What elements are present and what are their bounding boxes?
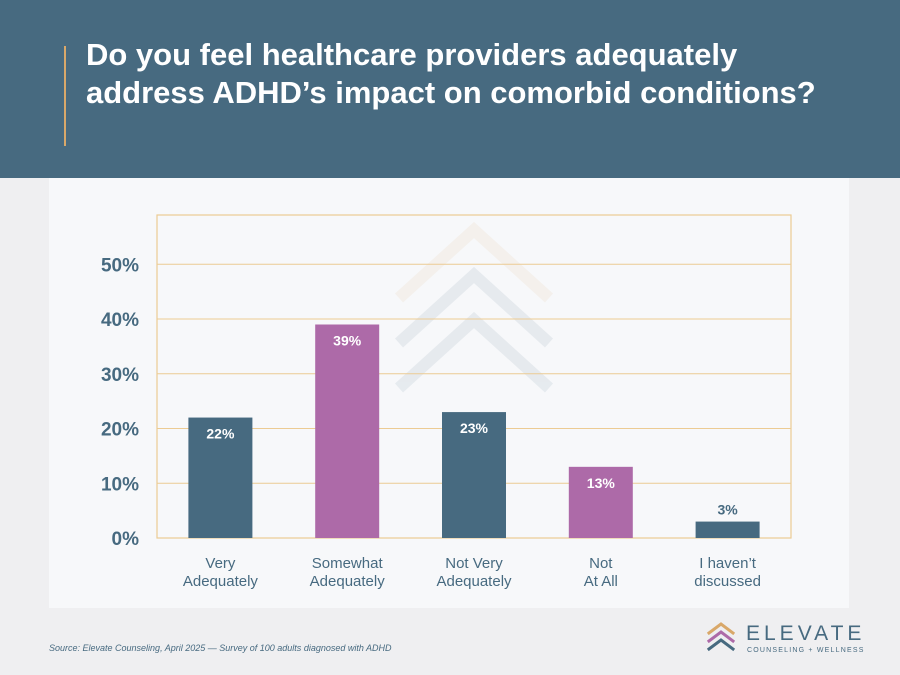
bar-chart: 0%10%20%30%40%50%22%VeryAdequately39%Som… [101,214,792,590]
header-banner: Do you feel healthcare providers adequat… [0,0,900,178]
data-label: 39% [333,332,362,348]
bar [568,466,633,538]
y-tick-label: 0% [112,529,140,550]
bar [315,324,380,538]
logo-tagline: COUNSELING + WELLNESS [747,647,865,654]
bar [695,521,760,538]
x-tick-label: Not Very [445,555,503,572]
x-tick-label: Not [589,555,613,572]
y-tick-label: 20% [101,420,139,441]
elevate-logo: ELEVATE COUNSELING + WELLNESS [706,621,863,661]
data-label: 22% [206,426,235,442]
y-tick-label: 10% [101,474,139,495]
source-note: Source: Elevate Counseling, April 2025 —… [49,643,392,653]
watermark-chevron-icon [394,221,554,393]
chart-title: Do you feel healthcare providers adequat… [86,37,816,110]
y-tick-label: 50% [101,255,139,276]
x-tick-label: I haven’t [699,555,757,572]
x-tick-label: Somewhat [312,555,384,572]
y-tick-label: 40% [101,310,139,331]
y-tick-label: 30% [101,365,139,386]
elevate-chevron-icon [706,622,736,652]
bar [188,417,253,538]
data-label: 3% [717,502,738,518]
data-label: 23% [460,420,489,436]
x-tick-label: Adequately [436,573,512,590]
x-tick-label: At All [584,573,618,590]
header-accent-line [64,46,66,146]
x-tick-label: discussed [694,573,761,590]
chart-panel: 0% 10% 20% 30% 40% 50% 22% Very Adequately 39% Som… [49,178,849,608]
x-tick-label: Adequately [310,573,386,590]
x-tick-label: Very [205,555,236,572]
x-tick-label: Adequately [183,573,259,590]
data-label: 13% [587,475,616,491]
bar [442,412,506,538]
logo-wordmark: ELEVATE [746,622,866,645]
